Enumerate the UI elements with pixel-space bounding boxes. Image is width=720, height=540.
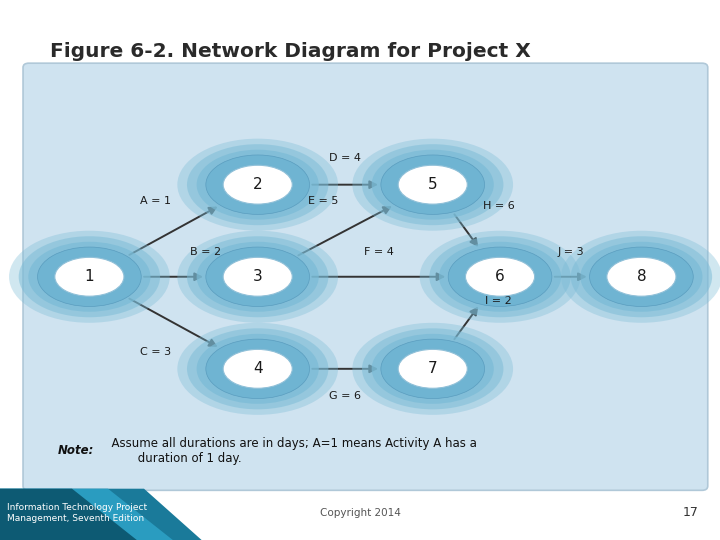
Ellipse shape — [381, 339, 485, 399]
Ellipse shape — [9, 231, 170, 323]
Ellipse shape — [28, 242, 150, 312]
Text: 6: 6 — [495, 269, 505, 284]
Text: G = 6: G = 6 — [329, 391, 361, 401]
Polygon shape — [0, 489, 137, 540]
Text: Copyright 2014: Copyright 2014 — [320, 508, 400, 518]
Ellipse shape — [352, 139, 513, 231]
Ellipse shape — [362, 328, 503, 409]
Ellipse shape — [37, 247, 141, 306]
Ellipse shape — [420, 231, 580, 323]
Text: B = 2: B = 2 — [190, 247, 222, 258]
Polygon shape — [0, 489, 202, 540]
Text: 17: 17 — [683, 507, 698, 519]
Ellipse shape — [223, 349, 292, 388]
Ellipse shape — [372, 334, 494, 404]
Text: H = 6: H = 6 — [483, 201, 515, 212]
FancyBboxPatch shape — [23, 63, 708, 490]
Ellipse shape — [197, 150, 319, 220]
Ellipse shape — [590, 247, 693, 306]
Text: 5: 5 — [428, 177, 438, 192]
Ellipse shape — [223, 258, 292, 296]
Ellipse shape — [561, 231, 720, 323]
Ellipse shape — [448, 247, 552, 306]
Ellipse shape — [19, 236, 160, 318]
Ellipse shape — [571, 236, 712, 318]
Ellipse shape — [187, 328, 328, 409]
Polygon shape — [0, 489, 173, 540]
Text: Assume all durations are in days; A=1 means Activity A has a
         duration o: Assume all durations are in days; A=1 me… — [104, 437, 477, 465]
Ellipse shape — [177, 139, 338, 231]
Ellipse shape — [55, 258, 124, 296]
Text: Information Technology Project
Management, Seventh Edition: Information Technology Project Managemen… — [7, 503, 148, 523]
Ellipse shape — [439, 242, 561, 312]
Text: 2: 2 — [253, 177, 263, 192]
Ellipse shape — [177, 231, 338, 323]
Text: 4: 4 — [253, 361, 263, 376]
Ellipse shape — [352, 323, 513, 415]
Text: I = 2: I = 2 — [485, 296, 512, 306]
Ellipse shape — [187, 236, 328, 318]
Text: E = 5: E = 5 — [308, 196, 339, 206]
Ellipse shape — [223, 165, 292, 204]
Ellipse shape — [381, 155, 485, 214]
Ellipse shape — [362, 144, 503, 225]
Text: 1: 1 — [84, 269, 94, 284]
Ellipse shape — [398, 349, 467, 388]
Ellipse shape — [197, 334, 319, 404]
Text: Note:: Note: — [58, 444, 94, 457]
Ellipse shape — [398, 165, 467, 204]
Text: F = 4: F = 4 — [364, 247, 394, 258]
Ellipse shape — [206, 155, 310, 214]
Ellipse shape — [206, 339, 310, 399]
Ellipse shape — [187, 144, 328, 225]
Text: A = 1: A = 1 — [140, 196, 171, 206]
Text: 3: 3 — [253, 269, 263, 284]
Ellipse shape — [206, 247, 310, 306]
Ellipse shape — [177, 323, 338, 415]
Ellipse shape — [607, 258, 676, 296]
Text: C = 3: C = 3 — [140, 347, 171, 357]
Ellipse shape — [197, 242, 319, 312]
Text: D = 4: D = 4 — [329, 153, 361, 163]
Text: J = 3: J = 3 — [557, 247, 584, 258]
Text: 7: 7 — [428, 361, 438, 376]
Ellipse shape — [372, 150, 494, 220]
Ellipse shape — [429, 236, 571, 318]
Ellipse shape — [580, 242, 703, 312]
Ellipse shape — [466, 258, 534, 296]
Text: 8: 8 — [636, 269, 647, 284]
Text: Figure 6-2. Network Diagram for Project X: Figure 6-2. Network Diagram for Project … — [50, 42, 531, 61]
